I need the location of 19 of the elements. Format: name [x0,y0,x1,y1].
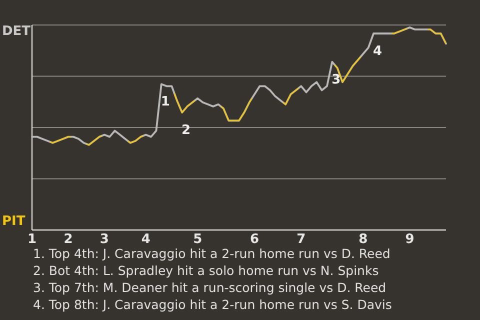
x-tick-label: 6 [250,232,260,247]
text: 2. Bot 4th: L. Spradley hit a solo home run vs N. Spinks [33,263,379,278]
text: 4. Top 8th: J. Caravaggio hit a 2-run home run vs S. Davis [33,297,392,312]
text: PIT [2,214,26,229]
annotation: 2 [182,123,191,138]
x-tick-label: 5 [193,232,202,247]
text: 1. Top 4th: J. Caravaggio hit a 2-run home run vs D. Reed [33,246,390,261]
annotation: 4 [373,44,382,60]
text: 3. Top 7th: M. Deaner hit a run-scoring single vs D. Reed [33,280,386,295]
x-tick-label: 4 [141,232,150,247]
x-tick-label: 3 [100,232,109,247]
x-tick-label: 9 [405,232,414,247]
text: DET [2,24,31,39]
x-tick-label: 2 [64,232,73,247]
x-tick-label: 7 [296,232,306,247]
annotation: 3 [332,72,341,88]
annotation: 1 [160,94,170,110]
x-tick-label: 8 [358,232,368,247]
x-tick-label: 1 [27,232,37,247]
